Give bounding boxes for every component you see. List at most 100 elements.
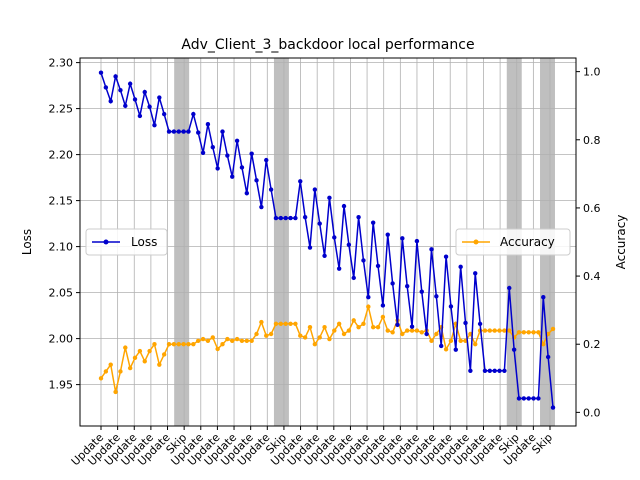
loss-point [458, 264, 463, 270]
y-left-tick-label: 2.10 [49, 241, 74, 254]
loss-point [473, 271, 478, 276]
legend-loss: Loss [85, 228, 168, 256]
accuracy-point [278, 321, 284, 326]
legend-accuracy-label: Accuracy [500, 235, 555, 249]
accuracy-point [176, 342, 181, 347]
loss-point [312, 187, 318, 192]
loss-point [385, 232, 390, 237]
accuracy-point [443, 347, 449, 352]
legend-accuracy-box [455, 228, 571, 256]
accuracy-point [327, 336, 332, 342]
loss-point [205, 122, 211, 127]
accuracy-point [205, 338, 211, 344]
loss-point [278, 215, 284, 221]
accuracy-point [268, 331, 274, 337]
loss-point [298, 179, 303, 184]
accuracy-point [370, 324, 376, 330]
loss-point [254, 178, 259, 183]
accuracy-point [317, 335, 322, 340]
accuracy-point [298, 333, 303, 338]
accuracy-point [152, 342, 157, 347]
loss-point [259, 204, 264, 210]
loss-point [225, 153, 230, 158]
accuracy-point [157, 362, 162, 367]
accuracy-point [380, 314, 386, 320]
loss-point [196, 130, 201, 135]
accuracy-point [434, 331, 439, 337]
loss-point [118, 88, 123, 93]
accuracy-point [409, 328, 415, 333]
accuracy-point [312, 342, 318, 347]
loss-point [264, 157, 269, 163]
loss-point [181, 129, 186, 134]
accuracy-point [171, 342, 177, 347]
accuracy-point [429, 338, 434, 344]
accuracy-point [497, 328, 502, 333]
accuracy-point [419, 330, 424, 335]
accuracy-point [273, 321, 279, 326]
accuracy-point [230, 338, 235, 344]
loss-point [511, 347, 517, 352]
loss-point [351, 275, 356, 281]
accuracy-point [132, 355, 138, 361]
y-left-tick-label: 1.95 [49, 379, 74, 392]
loss-point [157, 95, 162, 100]
legend-accuracy-marker [473, 239, 479, 245]
y-left-tick-label: 2.30 [49, 57, 74, 70]
loss-point [268, 187, 274, 192]
accuracy-point [400, 331, 405, 337]
loss-point [346, 242, 352, 247]
accuracy-line [100, 303, 554, 393]
accuracy-point [283, 321, 288, 326]
loss-point [502, 368, 507, 373]
loss-point [302, 214, 308, 220]
accuracy-point [215, 346, 220, 352]
loss-point [390, 281, 395, 286]
plot-frame [79, 57, 577, 427]
loss-point [103, 85, 109, 90]
loss-point [171, 129, 177, 134]
loss-point [176, 129, 181, 134]
y-axis-left-label: Loss [20, 229, 34, 255]
loss-point [404, 283, 410, 289]
loss-point [244, 191, 250, 196]
y-left-tick-label: 2.15 [49, 195, 74, 208]
y-right-tick-label: 0.6 [583, 202, 601, 215]
loss-point [380, 303, 386, 308]
accuracy-point [123, 345, 128, 350]
loss-point [322, 253, 327, 258]
accuracy-point [385, 328, 390, 333]
loss-point [443, 254, 449, 259]
skip-band-2 [273, 58, 289, 426]
y-right-tick-label: 0.4 [583, 270, 601, 283]
loss-point [283, 215, 288, 221]
accuracy-point [458, 338, 463, 344]
accuracy-point [531, 330, 536, 335]
loss-point [487, 368, 493, 373]
loss-point [200, 150, 206, 155]
loss-point [414, 238, 420, 244]
accuracy-point [210, 335, 215, 340]
loss-point [541, 295, 546, 300]
y-left-tick-label: 2.05 [49, 287, 74, 300]
loss-point [468, 368, 473, 373]
loss-point [400, 236, 405, 241]
loss-point [463, 320, 468, 326]
loss-point [341, 203, 347, 209]
y-left-tick-label: 2.00 [49, 333, 74, 346]
loss-point [419, 289, 424, 294]
loss-point [123, 103, 128, 109]
accuracy-point [541, 342, 546, 347]
accuracy-point [482, 328, 488, 333]
loss-point [395, 322, 400, 327]
loss-point [108, 99, 113, 104]
skip-band-1 [174, 58, 190, 426]
loss-point [288, 215, 293, 221]
loss-point [220, 129, 225, 134]
accuracy-point [220, 342, 225, 347]
accuracy-point [356, 324, 361, 330]
accuracy-point [536, 330, 541, 335]
loss-point [230, 174, 235, 179]
accuracy-point [191, 342, 196, 347]
loss-point [516, 396, 522, 401]
